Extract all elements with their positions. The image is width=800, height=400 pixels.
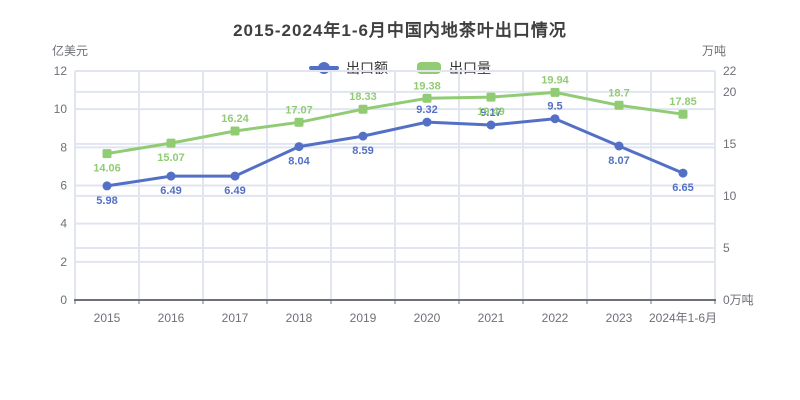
export-value-label: 9.5 — [547, 101, 562, 113]
left-axis-tick-label: 12 — [54, 64, 68, 78]
left-axis-tick-label: 0 — [60, 293, 67, 307]
export-value-label: 6.49 — [224, 185, 245, 197]
export-volume-point — [486, 92, 496, 102]
x-axis-label: 2023 — [606, 311, 633, 325]
export-value-point — [614, 141, 624, 151]
export-volume-label: 17.85 — [669, 96, 697, 108]
export-value-label: 8.07 — [608, 155, 629, 167]
export-volume-label: 15.07 — [157, 152, 185, 164]
export-value-point — [166, 171, 176, 181]
right-axis-tick-label: 10 — [723, 189, 737, 203]
x-axis-label: 2020 — [414, 311, 441, 325]
export-value-label: 8.04 — [288, 156, 310, 168]
right-axis-tick-label: 22 — [723, 64, 737, 78]
x-axis-label: 2015 — [94, 311, 121, 325]
export-value-point — [358, 131, 368, 141]
export-value-point — [422, 117, 432, 127]
left-axis-unit: 亿美元 — [52, 44, 89, 58]
export-volume-line — [105, 90, 685, 156]
export-volume-label: 19.94 — [541, 74, 569, 86]
export-value-line — [105, 117, 685, 188]
export-volume-point — [422, 93, 432, 103]
left-axis-tick-label: 8 — [60, 140, 67, 154]
export-volume-point — [678, 109, 688, 119]
export-volume-label: 19.49 — [477, 106, 505, 118]
right-axis-tick-label: 20 — [723, 85, 737, 99]
export-value-label: 9.17 — [480, 107, 501, 119]
right-axis-tick-label: 5 — [723, 241, 730, 255]
export-value-point — [102, 181, 112, 191]
x-axis-label: 2024年1-6月 — [649, 311, 717, 325]
export-volume-point — [166, 138, 176, 148]
export-volume-point — [614, 100, 624, 110]
export-value-point — [550, 114, 560, 124]
right-axis-tick-label: 15 — [723, 137, 737, 151]
x-axis-label: 2019 — [350, 311, 377, 325]
right-axis-tick-label: 0万吨 — [723, 293, 754, 307]
x-axis-label: 2017 — [222, 311, 249, 325]
export-value-point — [486, 120, 496, 130]
export-value-label: 6.65 — [672, 182, 693, 194]
left-axis-tick-label: 6 — [60, 179, 67, 193]
export-value-point — [294, 142, 304, 152]
x-axis-label: 2016 — [158, 311, 185, 325]
export-value-label: 5.98 — [96, 195, 117, 207]
export-volume-label: 19.38 — [413, 80, 441, 92]
x-axis-label: 2021 — [478, 311, 505, 325]
export-value-point — [678, 168, 688, 178]
export-volume-label: 18.33 — [349, 91, 377, 103]
left-axis-tick-label: 2 — [60, 255, 67, 269]
x-axis-label: 2022 — [542, 311, 569, 325]
export-value-label: 6.49 — [160, 185, 181, 197]
export-volume-point — [550, 87, 560, 97]
export-volume-point — [102, 149, 112, 159]
page-title: 2015-2024年1-6月中国内地茶叶出口情况 — [233, 21, 567, 40]
export-value-label: 9.32 — [416, 104, 437, 116]
left-axis-tick-label: 10 — [54, 102, 68, 116]
right-axis-unit: 万吨 — [702, 44, 727, 58]
export-volume-point — [294, 117, 304, 127]
export-volume-label: 17.07 — [285, 104, 313, 116]
export-volume-label: 16.24 — [221, 113, 249, 125]
x-axis-label: 2018 — [286, 311, 313, 325]
left-axis-tick-label: 4 — [60, 217, 67, 231]
export-volume-label: 14.06 — [93, 163, 121, 175]
export-value-label: 8.59 — [352, 145, 373, 157]
export-value-point — [230, 171, 240, 181]
export-volume-label: 18.7 — [608, 87, 629, 99]
export-volume-point — [358, 104, 368, 114]
export-volume-point — [230, 126, 240, 136]
